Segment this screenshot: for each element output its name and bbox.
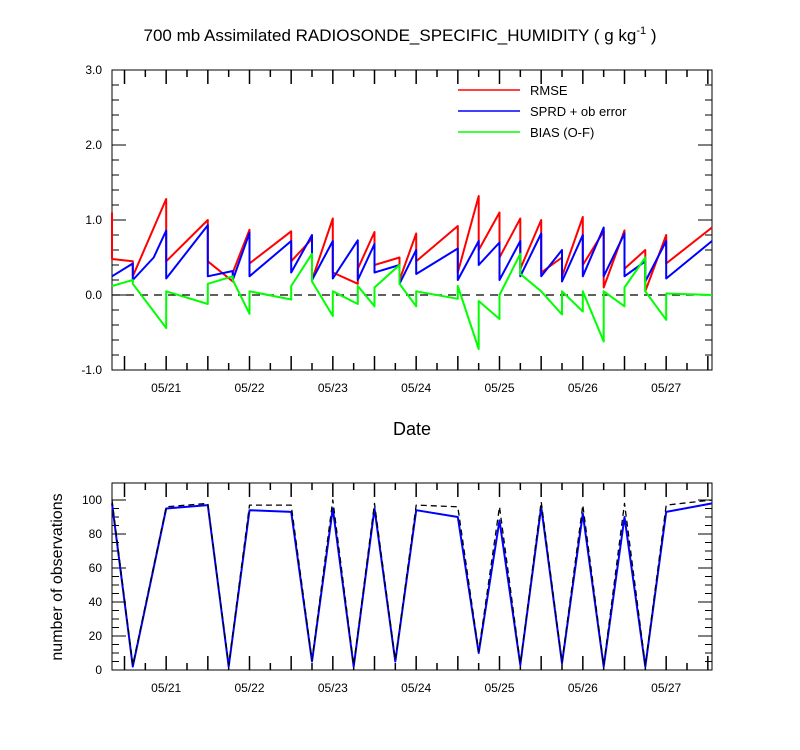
bottom-y-tick-label: 80 [89, 527, 103, 541]
bottom-y-tick-label: 40 [89, 595, 103, 609]
bottom-x-tick-label: 05/27 [651, 681, 681, 695]
top-x-tick-label: 05/27 [651, 381, 681, 395]
bottom-x-tick-label: 05/24 [401, 681, 431, 695]
top-y-tick-label: 2.0 [85, 138, 102, 152]
bottom-series-used-observations [111, 502, 713, 668]
bottom-y-tick-label: 20 [89, 629, 103, 643]
bottom-x-tick-label: 05/26 [568, 681, 598, 695]
bottom-y-tick-label: 60 [89, 561, 103, 575]
bottom-x-tick-label: 05/25 [484, 681, 514, 695]
x-axis-title: Date [393, 419, 431, 439]
bottom-x-tick-label: 05/21 [151, 681, 181, 695]
bottom-plot-frame [111, 482, 713, 671]
top-y-tick-label: 0.0 [85, 288, 102, 302]
legend-rmse-label: RMSE [530, 83, 568, 98]
top-y-tick-label: 1.0 [85, 213, 102, 227]
legend-sprd-label: SPRD + ob error [530, 104, 627, 119]
bottom-y-tick-label: 0 [95, 663, 102, 677]
top-x-tick-label: 05/23 [318, 381, 348, 395]
top-y-tick-label: -1.0 [81, 363, 102, 377]
chart-title: 700 mb Assimilated RADIOSONDE_SPECIFIC_H… [144, 25, 657, 45]
top-x-tick-label: 05/21 [151, 381, 181, 395]
top-series-rmse [111, 195, 713, 293]
legend: RMSE SPRD + ob error BIAS (O-F) [458, 83, 627, 140]
top-series-bias-o-f [111, 252, 713, 350]
bottom-series-group [111, 499, 713, 668]
top-series-sprd-ob-error [111, 224, 713, 285]
bottom-series-possible-observations [111, 499, 713, 666]
top-y-tick-label: 3.0 [85, 63, 102, 77]
bottom-x-tick-label: 05/23 [318, 681, 348, 695]
y-axis-title-observations: number of observations [49, 493, 66, 660]
bottom-x-tick-label: 05/22 [234, 681, 264, 695]
bottom-y-tick-label: 100 [82, 493, 102, 507]
bottom-axes: 100 80 60 40 20 0 05/21 05/22 05/23 05/24 05/25 05/… [82, 483, 712, 695]
top-x-tick-label: 05/25 [484, 381, 514, 395]
top-x-tick-label: 05/26 [568, 381, 598, 395]
top-x-tick-label: 05/22 [234, 381, 264, 395]
legend-bias-label: BIAS (O-F) [530, 125, 594, 140]
top-x-tick-label: 05/24 [401, 381, 431, 395]
top-series-group [111, 195, 713, 350]
